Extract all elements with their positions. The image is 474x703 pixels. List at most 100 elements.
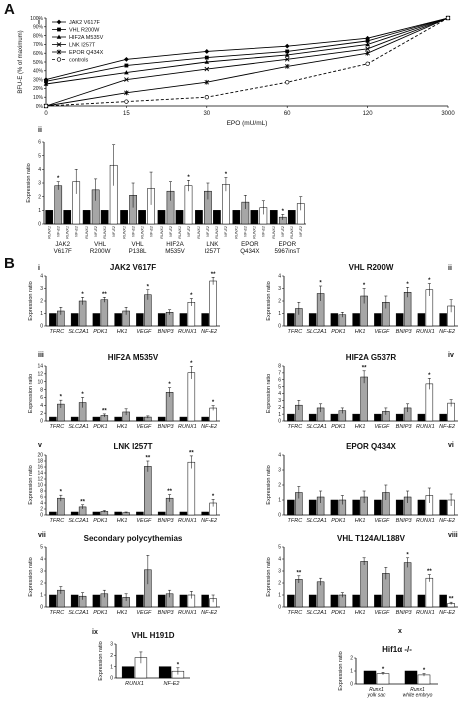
bar-5-0 <box>395 499 404 516</box>
bar-4-1 <box>144 466 152 516</box>
category-label-6: RUNX1 <box>178 329 197 335</box>
data-point-5-0 <box>43 103 49 109</box>
category-label-7: NF-E2 <box>201 424 217 430</box>
bar-2-0 <box>330 313 339 327</box>
x-tick-label: 120 <box>363 111 374 117</box>
bar-3-3 <box>184 185 193 225</box>
significance-star-0-1: * <box>60 395 63 401</box>
category-label-1: SLC2A1 <box>68 424 89 430</box>
category-label-1: SLC2A1 <box>306 610 327 616</box>
significance-star-6-1: * <box>428 373 431 379</box>
bar-7-0 <box>439 413 447 422</box>
significance-star-7-1: * <box>212 494 215 500</box>
legend-marker-2 <box>56 34 62 39</box>
bar-3-0 <box>352 413 360 422</box>
panel-sublabel-A-i: i <box>38 19 40 26</box>
category-label-1: NF-E2 <box>164 681 180 687</box>
bar-6-0 <box>417 594 426 608</box>
charts-container: i0%10%20%30%40%50%60%70%80%90%100%0 15 30 6… <box>18 15 458 699</box>
panel-label-A: A <box>4 1 15 18</box>
series-line-1 <box>45 17 449 82</box>
group-label-1: R200W <box>90 248 111 255</box>
bar-2-0 <box>92 416 101 422</box>
y-tick-label: 2 <box>278 405 281 411</box>
panel-sublabel-A-ii: ii <box>38 127 42 134</box>
category-label-2: PDK1 <box>93 424 107 430</box>
bar-7-0 <box>439 594 447 608</box>
bar-3-1 <box>360 561 368 608</box>
bar-1-2 <box>100 210 109 225</box>
category-label-0: RUNX1 <box>125 681 144 687</box>
bar-1-0 <box>70 594 79 608</box>
panel-sublabel-B-vii: vii <box>38 532 46 539</box>
bar-label-0-2: RUNX1 <box>66 226 70 239</box>
bar-6-0 <box>179 313 188 327</box>
bar-2-0 <box>92 511 101 516</box>
y-axis-label: Expression ratio <box>266 374 272 413</box>
y-tick-label: 1 <box>278 412 281 418</box>
group-label-4: LNK <box>206 241 219 248</box>
significance-star-5-1: * <box>406 282 409 288</box>
y-axis-label: BFU-E (% of maximum) <box>18 30 24 93</box>
panel-sublabel-B-ii: ii <box>448 265 452 272</box>
bar-1-0 <box>70 313 79 327</box>
category-label-0: TFRC <box>50 610 65 616</box>
bar-label-6-0: RUNX1 <box>272 226 276 239</box>
y-axis-label: Expression ratio <box>266 281 272 320</box>
y-tick-label: 0% <box>36 104 44 110</box>
y-tick-label: 7 <box>278 371 281 377</box>
y-tick-label: 50% <box>33 60 44 66</box>
bar-0-0 <box>287 313 295 327</box>
bar-3-0 <box>352 499 360 516</box>
y-tick-label: 4 <box>40 557 43 563</box>
data-point-2-2 <box>204 59 210 64</box>
y-tick-label: 60% <box>33 51 44 57</box>
bar-label-3-3: NF-E2 <box>187 225 191 237</box>
category-label-1: SLC2A1 <box>306 424 327 430</box>
group-label-0: V617F <box>54 248 72 255</box>
legend-marker-0 <box>56 19 62 25</box>
y-tick-label: 1 <box>110 664 113 670</box>
bar-0-0 <box>287 594 295 608</box>
legend-label-5: controls <box>69 58 89 64</box>
bar-label-4-2: RUNX1 <box>215 226 219 239</box>
bar-7-0 <box>439 313 447 327</box>
category-label-1: SLC2A1 <box>68 610 89 616</box>
significance-star-1-1: * <box>81 292 84 298</box>
category-label-5: BNIP3 <box>396 424 413 430</box>
category-label-1: Runx1 <box>410 687 425 693</box>
bar-label-3-1: NF-E2 <box>169 225 173 237</box>
bar-5-0 <box>395 413 404 422</box>
bar-label-1-3: NF-E2 <box>112 225 116 237</box>
category-label-3: HK1 <box>117 518 128 524</box>
category-label-1: SLC2A1 <box>68 518 89 524</box>
bar-6-0 <box>269 210 278 225</box>
significance-star-4-3: * <box>225 172 228 178</box>
bar-label-0-3: NF-E2 <box>75 225 79 237</box>
category-label-2: PDK1 <box>93 329 107 335</box>
group-label-6: EPOR <box>279 241 297 248</box>
panel-sublabel-B-i: i <box>38 265 40 272</box>
data-point-3-4 <box>365 46 370 52</box>
bar-3-0 <box>114 511 122 516</box>
data-point-4-2 <box>204 79 210 85</box>
y-tick-label: 100% <box>30 16 43 22</box>
category-label-5: BNIP3 <box>396 518 413 524</box>
data-point-0-2 <box>204 49 210 54</box>
y-tick-label: 2 <box>278 483 281 489</box>
y-tick-label: 14 <box>37 471 43 477</box>
data-point-1-3 <box>285 49 290 54</box>
y-tick-label: 6 <box>40 395 43 401</box>
bar-2-0 <box>92 313 101 327</box>
category-label-2: PDK1 <box>93 518 107 524</box>
category-label-6: RUNX1 <box>416 610 435 616</box>
significance-star-6-1: * <box>190 361 193 367</box>
panel-sublabel-B-vi: vi <box>448 442 454 449</box>
y-tick-label: 1 <box>40 311 43 317</box>
data-point-2-0 <box>43 81 49 86</box>
y-tick-label: 0 <box>350 682 353 688</box>
bar-label-0-1: NF-E2 <box>57 225 61 237</box>
category-label-5: BNIP3 <box>396 610 413 616</box>
group-label-3: M535V <box>165 248 185 255</box>
data-point-2-4 <box>365 42 370 47</box>
